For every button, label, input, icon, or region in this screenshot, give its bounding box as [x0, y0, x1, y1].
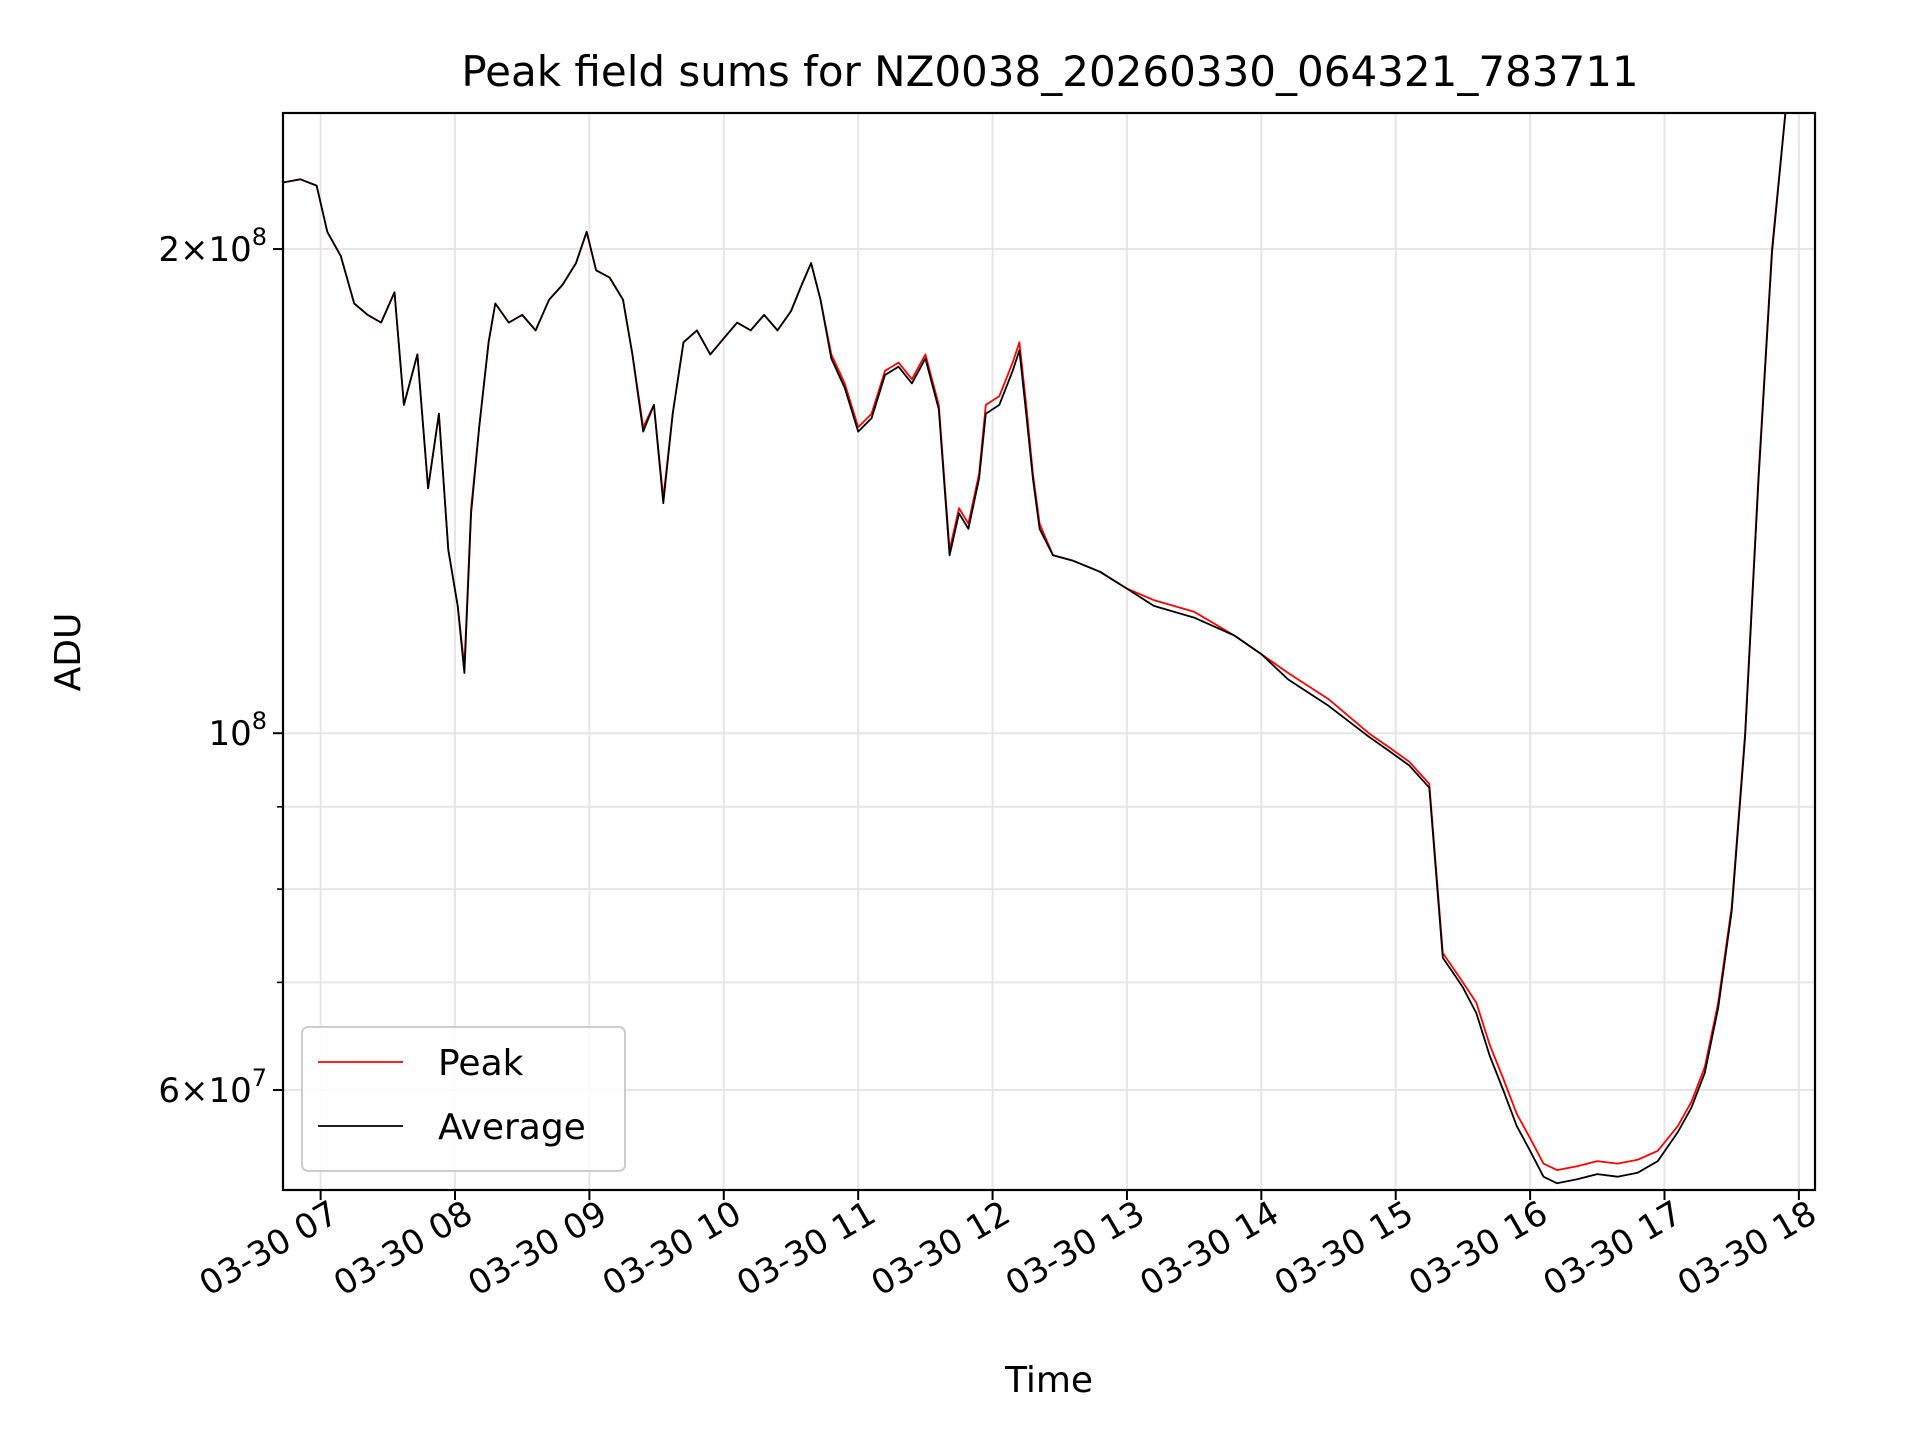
- y-axis: 2×108 108 6×107: [158, 223, 283, 1111]
- grid-layer: [283, 113, 1815, 1190]
- legend: Peak Average: [301, 1026, 626, 1172]
- legend-box: [301, 1026, 626, 1172]
- legend-label-average: Average: [438, 1107, 586, 1148]
- series-layer: [283, 113, 1799, 1185]
- legend-label-peak: Peak: [438, 1043, 524, 1084]
- y-tick-label: 2×108: [158, 223, 267, 270]
- x-axis-label: Time: [1004, 1360, 1093, 1401]
- y-tick-label: 6×107: [158, 1064, 267, 1111]
- y-axis-label: ADU: [48, 613, 89, 692]
- plot-frame: [281, 111, 1817, 1192]
- series-line-average: [283, 113, 1799, 1185]
- y-tick-label: 108: [208, 707, 267, 754]
- chart-title: Peak field sums for NZ0038_20260330_0643…: [461, 47, 1638, 96]
